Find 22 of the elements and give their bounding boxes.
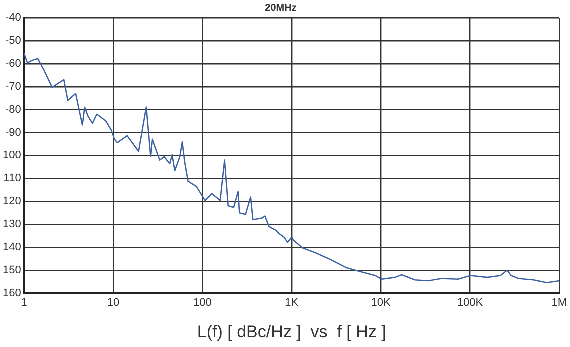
- x-tick-label: 100: [194, 297, 212, 310]
- x-tick-label: 10K: [371, 297, 392, 310]
- y-tick-label: 130: [2, 218, 22, 231]
- chart-title: 20MHz: [265, 2, 297, 14]
- y-tick-label: 150: [2, 264, 22, 276]
- y-tick-label: -70: [5, 80, 22, 93]
- y-tick-label: -60: [5, 58, 22, 70]
- y-tick-label: 120: [2, 196, 22, 208]
- y-tick-label: -80: [5, 104, 22, 116]
- y-tick-label: -40: [5, 12, 22, 24]
- y-tick-label: -90: [5, 126, 22, 139]
- y-tick-label: 140: [2, 242, 22, 254]
- y-tick-label: 160: [2, 287, 22, 300]
- x-tick-label: 1K: [285, 297, 300, 310]
- y-tick-label: -50: [5, 34, 22, 47]
- x-tick-label: 10: [107, 297, 120, 310]
- x-axis-title: L(f) [ dBc/Hz ] vs f [ Hz ]: [197, 322, 386, 342]
- x-tick-label: 1M: [552, 297, 567, 310]
- x-tick-label: 100K: [457, 297, 484, 310]
- y-tick-label: 100: [2, 150, 22, 162]
- y-tick-label: 110: [4, 172, 22, 185]
- x-tick-label: 1: [21, 297, 28, 310]
